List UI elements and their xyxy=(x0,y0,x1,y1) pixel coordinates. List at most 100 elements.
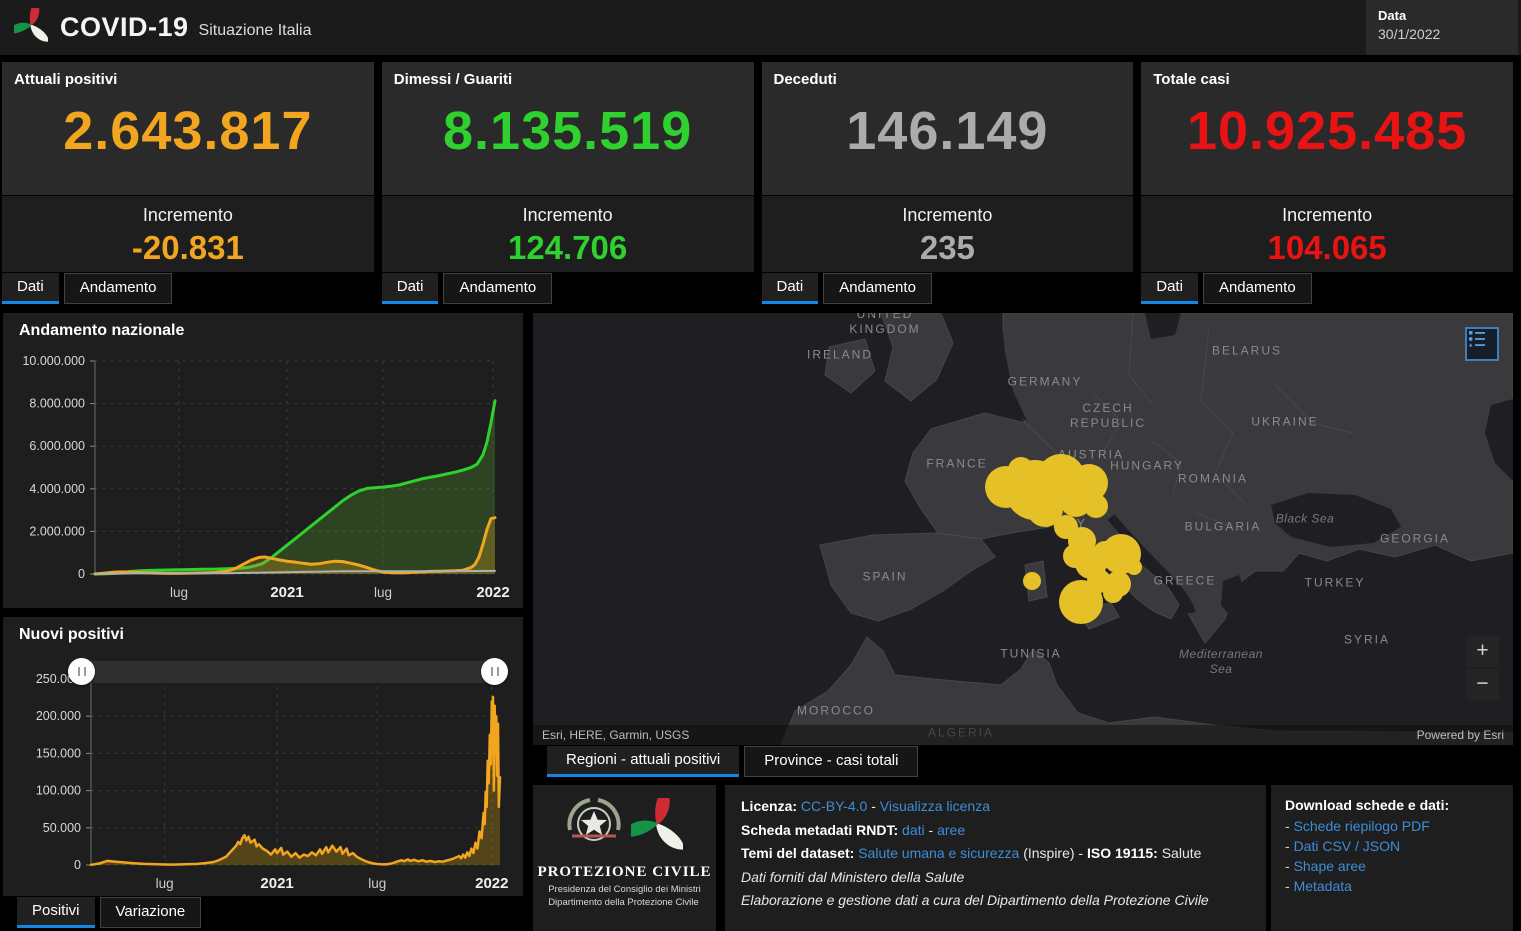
andamento-nazionale-panel: Andamento nazionale 0 2.000.000 4.000.000 6… xyxy=(3,313,523,608)
protezione-civile-sub: Presidenza del Consiglio dei Ministri Di… xyxy=(548,884,701,908)
map-label-turkey: TURKEY xyxy=(1304,575,1366,590)
license-line: Elaborazione e gestione dati a cura del … xyxy=(741,891,1250,911)
license-link[interactable]: aree xyxy=(937,821,966,838)
tab-andamento[interactable]: Andamento xyxy=(443,273,553,304)
stat-card-tabs: Dati Andamento xyxy=(761,273,1134,304)
download-link-schede-riepilogo-pdf[interactable]: Schede riepilogo PDF xyxy=(1285,818,1499,834)
license-text: Temi del dataset: xyxy=(741,845,859,862)
covid-bubble[interactable] xyxy=(1105,571,1131,597)
map-label-belarus: BELARUS xyxy=(1211,343,1283,358)
map[interactable]: UNITED KINGDOM IRELAND GERMANY CZECH REPUBL… xyxy=(533,313,1513,745)
basemap xyxy=(533,313,1513,745)
covid-bubble[interactable] xyxy=(1008,457,1034,483)
license-link[interactable]: Salute umana e sicurezza xyxy=(858,845,1020,862)
app-title: COVID-19 xyxy=(60,12,189,42)
covid-bubble[interactable] xyxy=(1126,559,1142,575)
tab-positivi[interactable]: Positivi xyxy=(17,897,95,928)
stat-card-3: Deceduti 146.149 Incremento 235 Dati Andament… xyxy=(761,62,1134,304)
increment-value: 124.706 xyxy=(507,229,628,266)
covid-bubble[interactable] xyxy=(1039,481,1067,509)
header-bar: COVID-19 Situazione Italia Data 30/1/202… xyxy=(0,0,1521,55)
tab-andamento[interactable]: Andamento xyxy=(63,273,173,304)
license-text: - xyxy=(924,821,938,838)
covid-bubble[interactable] xyxy=(1060,485,1092,517)
stat-card-main: Totale casi 10.925.485 xyxy=(1141,62,1513,195)
slider-handle-right[interactable] xyxy=(481,658,508,685)
stat-card-box: Attuali positivi 2.643.817 Incremento -20.8… xyxy=(2,62,374,272)
covid-bubbles-layer xyxy=(985,454,1142,624)
time-range-slider[interactable] xyxy=(68,658,508,685)
svg-text:2022: 2022 xyxy=(476,584,509,601)
nuovi-positivi-tabs: Positivi Variazione xyxy=(17,897,202,928)
map-label-france: FRANCE xyxy=(926,456,988,471)
zoom-out-button[interactable]: − xyxy=(1466,669,1499,700)
tab-andamento[interactable]: Andamento xyxy=(823,273,932,304)
map-zoom-controls: + − xyxy=(1466,636,1499,700)
map-label-united-kingdom: UNITED KINGDOM xyxy=(849,313,921,336)
download-link-shape-aree[interactable]: Shape aree xyxy=(1285,858,1499,874)
map-label-ireland: IRELAND xyxy=(806,347,874,362)
slider-handle-left[interactable] xyxy=(68,658,95,685)
date-panel: Data 30/1/2022 xyxy=(1366,0,1518,55)
increment-value: -20.831 xyxy=(131,229,244,266)
stat-card-title: Deceduti xyxy=(773,71,837,88)
svg-text:4.000.000: 4.000.000 xyxy=(29,482,85,496)
andamento-chart: 0 2.000.000 4.000.000 6.000.000 8.000.000 10.… xyxy=(22,354,509,601)
svg-text:8.000.000: 8.000.000 xyxy=(29,397,85,411)
map-label-hungary: HUNGARY xyxy=(1110,458,1184,473)
map-label-spain: SPAIN xyxy=(862,569,908,584)
map-label-syria: SYRIA xyxy=(1343,632,1391,647)
license-text: Licenza: xyxy=(741,798,801,814)
map-label-germany: GERMANY xyxy=(1007,374,1083,389)
covid-bubble[interactable] xyxy=(1023,572,1041,590)
license-link[interactable]: CC-BY-4.0 xyxy=(800,798,868,814)
map-label-morocco: MOROCCO xyxy=(797,703,875,718)
stat-card-title: Attuali positivi xyxy=(14,71,118,88)
powered-by-esri: Powered by Esri xyxy=(1416,728,1504,742)
covid-bubble[interactable] xyxy=(1059,580,1103,624)
license-text: ISO 19115: xyxy=(1087,845,1158,862)
increment-label: Incremento xyxy=(902,205,993,225)
download-panel: Download schede e dati: Schede riepilogo… xyxy=(1271,785,1513,931)
svg-text:0: 0 xyxy=(74,858,81,872)
license-link[interactable]: dati xyxy=(902,821,925,838)
tab-dati[interactable]: Dati xyxy=(761,273,819,304)
repubblica-emblem-icon xyxy=(566,797,621,856)
map-label-greece: GREECE xyxy=(1153,573,1217,588)
svg-text:2021: 2021 xyxy=(260,875,293,892)
legend-button[interactable] xyxy=(1465,327,1499,361)
stat-card-tabs: Dati Andamento xyxy=(1141,273,1513,304)
tab-dati[interactable]: Dati xyxy=(381,273,439,304)
zoom-in-button[interactable]: + xyxy=(1466,636,1499,667)
license-link[interactable]: Visualizza licenza xyxy=(879,798,991,814)
license-text: - xyxy=(867,798,880,814)
map-label-black-sea: Black Sea xyxy=(1275,511,1335,526)
svg-text:lug: lug xyxy=(156,876,174,891)
tab-dati[interactable]: Dati xyxy=(1141,273,1198,304)
map-tab-regioni-attuali-positivi[interactable]: Regioni - attuali positivi xyxy=(547,746,740,777)
tab-dati[interactable]: Dati xyxy=(2,273,59,304)
svg-text:lug: lug xyxy=(374,585,392,600)
map-tab-province-casi-totali[interactable]: Province - casi totali xyxy=(744,746,919,777)
tab-andamento[interactable]: Andamento xyxy=(1202,273,1312,304)
download-link-dati-csv-json[interactable]: Dati CSV / JSON xyxy=(1285,838,1499,854)
stat-card-box: Totale casi 10.925.485 Incremento 104.065 xyxy=(1141,62,1513,272)
stat-card-value: 2.643.817 xyxy=(63,101,313,161)
nuovi-title: Nuovi positivi xyxy=(19,626,124,643)
license-panel: Licenza: CC-BY-4.0 - Visualizza licenza S… xyxy=(725,785,1266,931)
stat-cards-row: Attuali positivi 2.643.817 Incremento -20.8… xyxy=(2,62,1513,304)
protezione-civile-name: PROTEZIONE CIVILE xyxy=(537,864,712,880)
svg-text:150.000: 150.000 xyxy=(36,746,81,760)
license-text: Scheda metadati RNDT: xyxy=(741,821,903,838)
increment-label: Incremento xyxy=(1282,205,1373,225)
stat-card-tabs: Dati Andamento xyxy=(381,273,754,304)
tab-variazione[interactable]: Variazione xyxy=(99,897,202,928)
stat-card-box: Deceduti 146.149 Incremento 235 xyxy=(761,62,1134,272)
license-line: Dati forniti dal Ministero della Salute xyxy=(741,868,1250,888)
download-link-metadata[interactable]: Metadata xyxy=(1285,878,1499,894)
map-attribution: Esri, HERE, Garmin, USGS xyxy=(542,728,690,742)
license-text: Elaborazione e gestione dati a cura del … xyxy=(741,892,1209,909)
svg-text:10.000.000: 10.000.000 xyxy=(22,354,85,368)
covid-bubble[interactable] xyxy=(1084,494,1108,518)
stat-card-increment: Incremento -20.831 xyxy=(2,195,374,272)
